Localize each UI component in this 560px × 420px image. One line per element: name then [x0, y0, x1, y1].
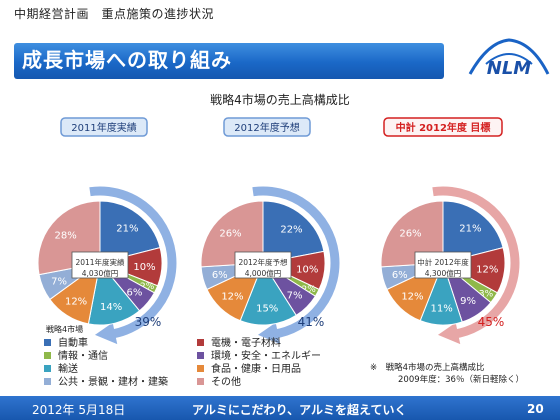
slice-value-label: 12%	[401, 292, 423, 303]
slice-value-label: 10%	[133, 262, 155, 273]
pie-chart-panel: 戦略4市場の売上高構成比2011年度実績21%10%2%6%14%12%7%28…	[37, 92, 524, 388]
slice-value-label: 26%	[399, 228, 421, 239]
pie-slice-1	[99, 200, 161, 264]
slice-value-label: 2%	[301, 285, 316, 295]
center-label-line2: 4,030億円	[82, 268, 118, 278]
chart-header-box	[60, 117, 148, 137]
slice-value-label: 7%	[51, 277, 67, 288]
slice-value-label: 28%	[54, 231, 76, 242]
center-label-line1: 2012年度予想	[238, 257, 288, 267]
page-number: 20	[527, 402, 544, 416]
slice-value-label: 3%	[479, 289, 494, 299]
center-label-box	[414, 251, 472, 279]
center-label-box	[234, 251, 292, 279]
slice-value-label: 6%	[126, 287, 142, 298]
legend-label: 情報・通信	[58, 349, 108, 362]
share-arrow-head	[437, 322, 461, 345]
logo-mark	[468, 38, 550, 75]
center-label-line2: 4,300億円	[425, 268, 461, 278]
slice-value-label: 9%	[460, 296, 476, 307]
slide-section-label: 中期経営計画 重点施策の進捗状況	[14, 7, 215, 21]
title-bar	[14, 43, 444, 79]
footnote-line2: 2009年度：36％（新日軽除く）	[398, 374, 524, 385]
legend-label: 自動車	[58, 336, 88, 349]
pie-slice-1	[262, 200, 325, 264]
footer-bar	[0, 396, 560, 420]
center-label-line1: 中計 2012年度	[417, 257, 469, 267]
footer-slogan: アルミにこだわり、アルミを超えていく	[192, 403, 407, 417]
center-label-line2: 4,000億円	[245, 268, 281, 278]
legend-label: 環境・安全・エネルギー	[211, 349, 321, 362]
slice-value-label: 12%	[476, 265, 498, 276]
legend-label: その他	[211, 375, 241, 388]
legend-swatch	[44, 339, 51, 346]
legend-label: 公共・景観・建材・建築	[58, 375, 168, 388]
slice-value-label: 10%	[296, 265, 318, 276]
slice-value-label: 21%	[116, 224, 138, 235]
slice-value-label: 6%	[212, 270, 228, 281]
legend-label: 食品・健康・日用品	[211, 362, 301, 375]
center-label-box	[71, 251, 129, 279]
slice-value-label: 12%	[221, 292, 243, 303]
legend-swatch	[197, 365, 204, 372]
share-arrow-arc	[432, 186, 520, 339]
legend-label: 輸送	[58, 362, 78, 375]
slice-value-label: 2%	[140, 282, 155, 292]
chart-header: 2012年度予想	[234, 121, 299, 134]
slice-value-label: 21%	[459, 224, 481, 235]
footer-date: 2012年 5月18日	[32, 403, 126, 417]
pie-slice-8	[380, 200, 444, 268]
slice-value-label: 11%	[430, 304, 452, 315]
legend-swatch	[197, 352, 204, 359]
chart-header-box	[383, 117, 503, 137]
legend-swatch	[197, 378, 204, 385]
chart-header: 中計 2012年度 目標	[396, 121, 491, 134]
pie-chart-3: 中計 2012年度 目標 21% 12% 3%9% 11% 12% 6% 26% 中計 2012…	[380, 117, 520, 345]
slice-value-label: 26%	[219, 228, 241, 239]
company-logo: NLM	[468, 38, 550, 79]
share-arrow-arc	[89, 186, 177, 339]
slice-value-label: 6%	[392, 270, 408, 281]
page-title: 成長市場への取り組み	[22, 48, 232, 72]
legend-swatch	[44, 352, 51, 359]
slice-value-label: 12%	[65, 297, 87, 308]
pie-slice-1	[442, 200, 504, 264]
pie-slice-5	[239, 261, 297, 326]
chart-title: 戦略4市場の売上高構成比	[210, 92, 350, 107]
pie-slice-5	[87, 261, 141, 326]
footnote-line1: ※ 戦略4市場の売上高構成比	[370, 362, 485, 373]
strategic-share-label: 39%	[135, 315, 162, 329]
share-arrow-arc	[252, 186, 340, 339]
center-label-line1: 2011年度実績	[75, 257, 125, 267]
slice-value-label: 22%	[280, 225, 302, 236]
legend-swatch	[197, 339, 204, 346]
pie-chart-1: 2011年度実績21%10%2%6%14%12%7%28%2011年度実績4,0…	[37, 117, 177, 345]
strategic-share-label: 45%	[478, 315, 505, 329]
strategic-share-label: 41%	[298, 315, 325, 329]
logo-text: NLM	[487, 58, 532, 79]
legend-title: 戦略4市場	[46, 324, 83, 334]
share-arrow-head	[257, 322, 281, 345]
slice-value-label: 14%	[100, 302, 122, 313]
legend-swatch	[44, 378, 51, 385]
pie-chart-2: 2012年度予想22%10%2%7%15%12%6%26%2012年度予想4,0…	[200, 117, 340, 345]
slice-value-label: 7%	[287, 291, 303, 302]
legend-label: 電機・電子材料	[211, 336, 281, 349]
chart-header-box	[223, 117, 311, 137]
slice-value-label: 15%	[256, 303, 278, 314]
legend-swatch	[44, 365, 51, 372]
pie-slice-8	[200, 200, 264, 268]
share-arrow-head	[94, 322, 118, 345]
chart-header: 2011年度実績	[71, 121, 136, 134]
